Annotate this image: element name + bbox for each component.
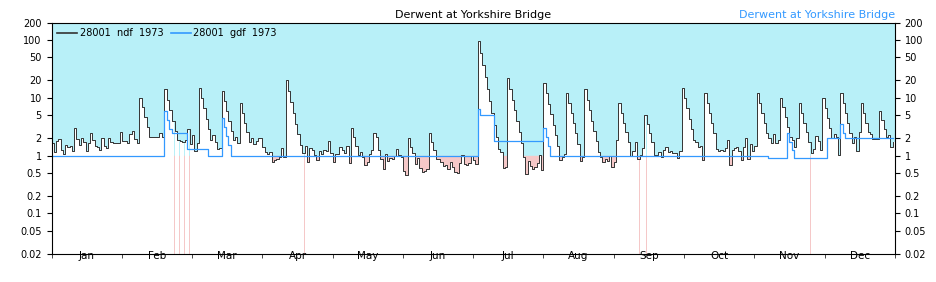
Text: Sep: Sep [638,251,658,261]
Text: Derwent at Yorkshire Bridge: Derwent at Yorkshire Bridge [738,10,894,20]
Text: May: May [357,251,378,261]
Text: Jul: Jul [502,251,514,261]
Legend: 28001  ndf  1973, 28001  gdf  1973: 28001 ndf 1973, 28001 gdf 1973 [56,27,278,39]
Text: Aug: Aug [568,251,588,261]
Bar [51,23,894,156]
Bar [51,156,894,254]
Text: Mar: Mar [217,251,237,261]
Text: Nov: Nov [779,251,798,261]
Text: Jun: Jun [430,251,446,261]
Text: Oct: Oct [709,251,727,261]
Text: Derwent at Yorkshire Bridge: Derwent at Yorkshire Bridge [395,10,550,20]
Text: Feb: Feb [148,251,166,261]
Text: Jan: Jan [79,251,95,261]
Text: Apr: Apr [288,251,306,261]
Text: Dec: Dec [849,251,869,261]
